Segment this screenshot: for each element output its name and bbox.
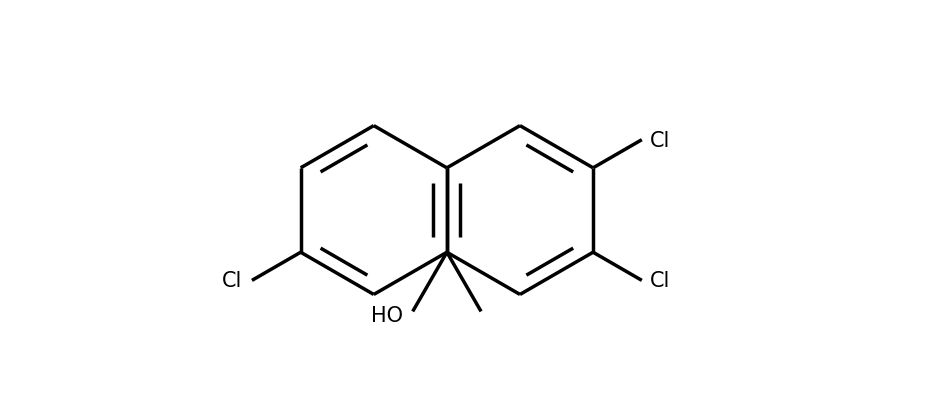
Text: Cl: Cl xyxy=(650,130,671,151)
Text: HO: HO xyxy=(371,306,403,326)
Text: Cl: Cl xyxy=(222,271,242,291)
Text: Cl: Cl xyxy=(650,271,671,291)
